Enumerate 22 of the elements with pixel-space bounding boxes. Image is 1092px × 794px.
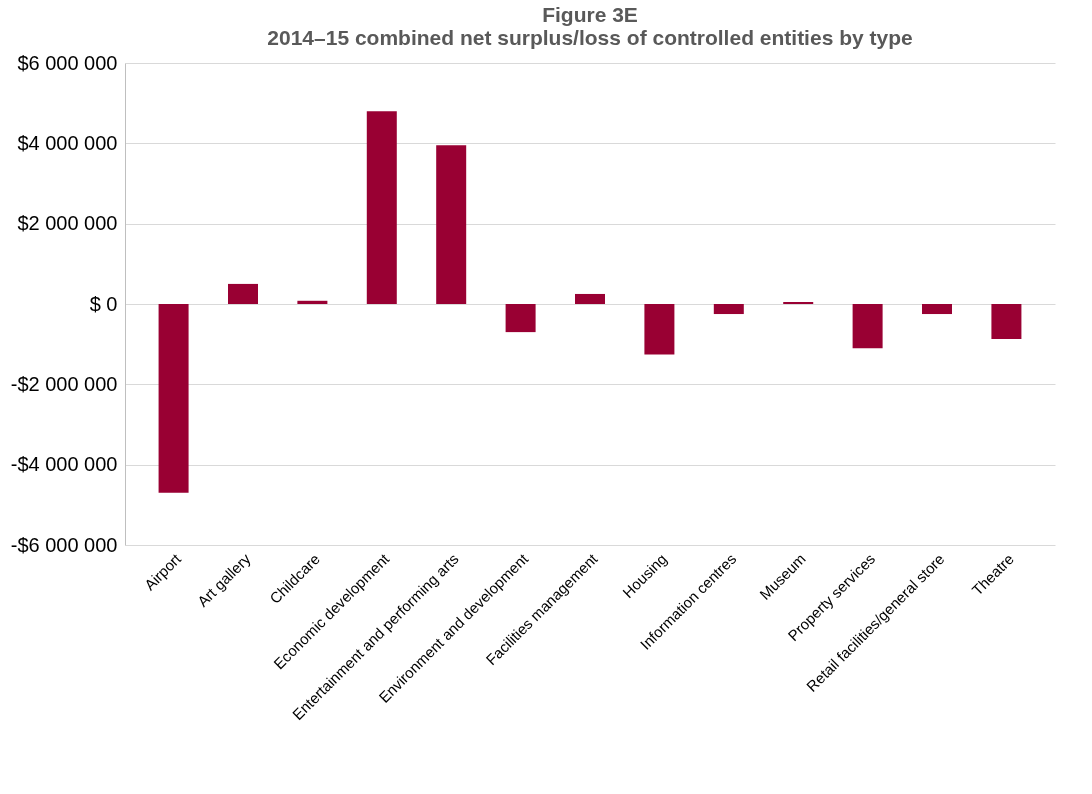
bar [783, 301, 814, 304]
y-tick-label: $2 000 000 [17, 212, 118, 235]
y-tick-label: $ 0 [89, 292, 118, 315]
bar [227, 283, 258, 304]
bar [366, 111, 397, 304]
y-tick-label: $4 000 000 [17, 131, 118, 154]
y-tick-label: -$6 000 000 [10, 533, 118, 556]
bar [852, 304, 883, 349]
bar [575, 293, 605, 304]
y-tick-label: -$4 000 000 [10, 453, 118, 476]
y-tick-label: -$2 000 000 [10, 372, 118, 395]
bar [644, 304, 675, 355]
bar [436, 145, 467, 304]
bar [713, 304, 744, 315]
y-tick-label: $6 000 000 [17, 51, 118, 74]
bar [158, 304, 189, 493]
bar [922, 304, 953, 315]
bar [991, 304, 1022, 339]
chart-title: Figure 3E [542, 3, 638, 26]
chart-subtitle: 2014–15 combined net surplus/loss of controlled entities by type [267, 26, 913, 49]
bar [297, 300, 328, 304]
bar [505, 304, 536, 333]
